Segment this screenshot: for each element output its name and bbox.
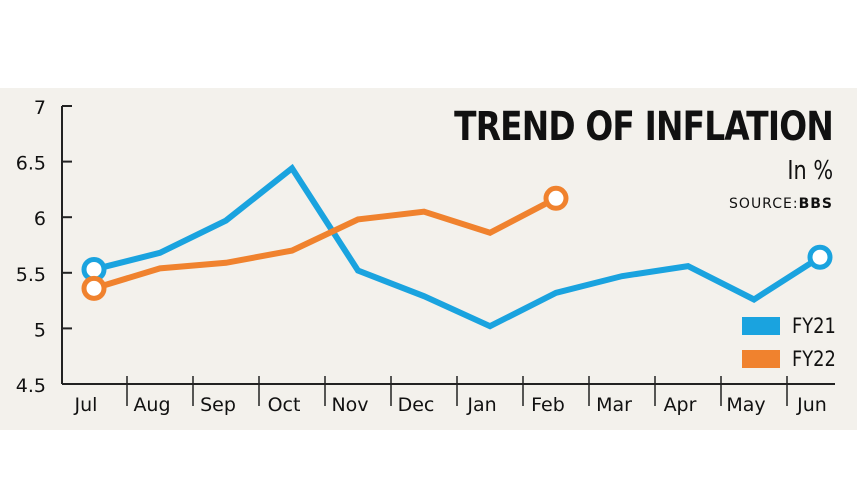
x-tick-label: Mar [596,394,632,416]
legend-item-fy22: FY22 [742,347,844,371]
x-tick-label: Aug [133,394,170,416]
legend-swatch-fy21 [742,317,780,335]
y-tick-label: 6 [34,208,46,230]
legend-item-fy21: FY21 [742,314,844,338]
x-tick-label: Jul [74,394,98,416]
chart-source: SOURCE:BBS [729,196,833,212]
x-tick-label: Jan [466,394,496,416]
y-tick-label: 5 [34,319,46,341]
y-tick-label: 5.5 [16,264,46,286]
x-tick-label: May [726,394,765,416]
x-tick-label: Apr [664,394,697,416]
source-value: BBS [798,196,833,212]
series-marker-fy21-end [807,244,833,270]
chart-title: TREND OF INFLATION [454,104,834,150]
series-marker-fy22-end [543,185,569,211]
legend-label-fy21: FY21 [792,314,836,338]
x-tick-label: Feb [531,394,565,416]
legend-label-fy22: FY22 [792,347,836,371]
x-tick-label: Oct [268,394,301,416]
y-tick-label: 7 [34,97,46,119]
series-marker-fy22-start [81,275,107,301]
series-line-fy21 [93,163,822,330]
y-tick-label: 4.5 [16,375,46,397]
chart-unit: In % [787,156,833,186]
x-tick-label: Jun [796,394,827,416]
x-tick-label: Dec [398,394,435,416]
series-line-fy22 [93,195,558,292]
y-axis: 7 6.5 6 5.5 5 4.5 [16,97,72,397]
x-tick-label: Nov [331,394,368,416]
legend-swatch-fy22 [742,350,780,368]
x-tick-label: Sep [200,394,236,416]
y-tick-label: 6.5 [16,153,46,175]
x-axis: Jul Aug Sep Oct Nov Dec Jan Feb Mar Apr May Jun [62,376,835,416]
series-layer [81,163,833,330]
source-label: SOURCE: [729,196,799,212]
